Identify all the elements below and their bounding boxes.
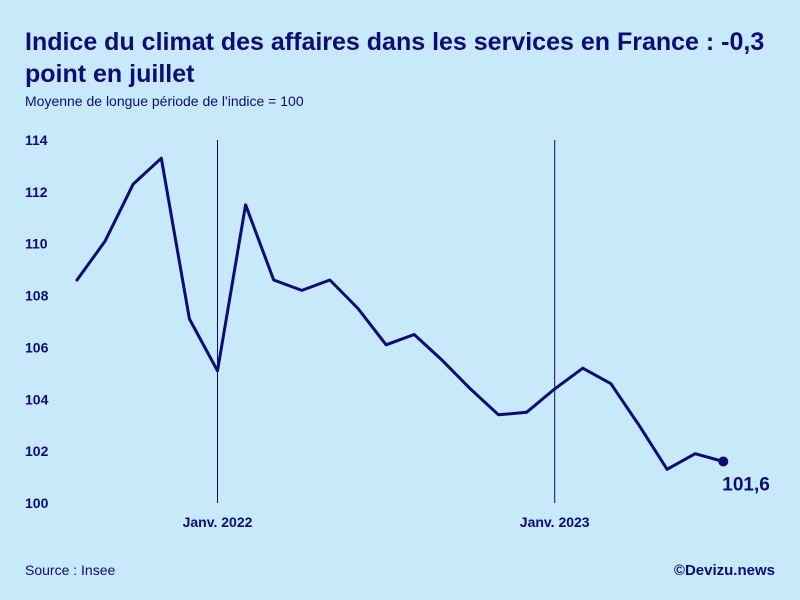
- last-data-point: [718, 456, 729, 467]
- chart-subtitle: Moyenne de longue période de l'indice = …: [25, 93, 304, 109]
- x-tick-label: Janv. 2022: [183, 514, 253, 530]
- x-tick-label: Janv. 2023: [520, 514, 590, 530]
- source-note: Source : Insee: [25, 562, 116, 578]
- y-tick-label: 106: [25, 339, 49, 355]
- year-separator-lines: [217, 140, 556, 503]
- y-tick-label: 104: [25, 391, 49, 407]
- x-axis-ticks: Janv. 2022 Janv. 2023: [183, 514, 590, 530]
- y-tick-label: 108: [25, 288, 49, 304]
- credit-label: ©Devizu.news: [673, 562, 775, 579]
- y-tick-label: 112: [25, 184, 48, 200]
- data-points: [718, 456, 729, 467]
- y-tick-label: 100: [25, 495, 49, 511]
- y-tick-label: 102: [25, 443, 49, 459]
- y-axis-ticks: 100 102 104 106 108 110 112 114: [25, 132, 49, 511]
- last-value-label: 101,6: [722, 475, 770, 496]
- chart-title: Indice du climat des affaires dans les s…: [25, 28, 765, 88]
- y-tick-label: 110: [25, 236, 48, 252]
- y-tick-label: 114: [25, 132, 48, 148]
- series-line: [75, 156, 725, 471]
